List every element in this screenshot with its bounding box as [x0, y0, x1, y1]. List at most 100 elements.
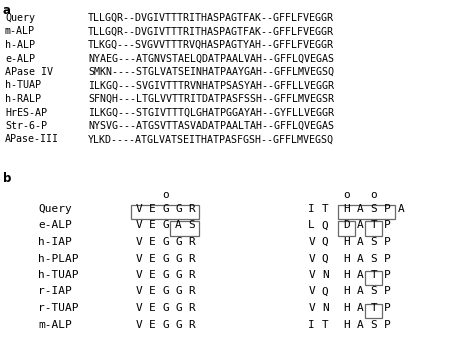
Text: V: V — [136, 303, 143, 313]
Text: G: G — [162, 303, 169, 313]
Text: YLKD----ATGLVATSEITHATPASFGSH--GFFLMVEGSQ: YLKD----ATGLVATSEITHATPASFGSH--GFFLMVEGS… — [88, 135, 334, 144]
Text: H: H — [343, 204, 350, 214]
Text: E: E — [149, 253, 156, 263]
Text: P: P — [384, 320, 391, 329]
Text: P: P — [384, 220, 391, 230]
Text: TLLGQR--DVGIVTTTRITHASPAGTFAK--GFFLFVEGGR: TLLGQR--DVGIVTTTRITHASPAGTFAK--GFFLFVEGG… — [88, 27, 334, 37]
Text: S: S — [370, 204, 377, 214]
Text: o: o — [162, 190, 169, 200]
Text: L: L — [309, 220, 315, 230]
Text: h-IAP: h-IAP — [38, 237, 72, 247]
Text: R: R — [188, 253, 195, 263]
Text: G: G — [175, 270, 182, 280]
Text: S: S — [370, 320, 377, 329]
Text: G: G — [175, 237, 182, 247]
Text: V: V — [136, 270, 143, 280]
Text: A: A — [175, 220, 182, 230]
Text: P: P — [384, 204, 391, 214]
Text: Q: Q — [322, 253, 328, 263]
Text: APase IV: APase IV — [5, 67, 53, 77]
Text: P: P — [384, 270, 391, 280]
Text: A: A — [357, 253, 364, 263]
Text: o: o — [343, 190, 350, 200]
Text: S: S — [370, 286, 377, 296]
Text: V: V — [309, 270, 315, 280]
Text: V: V — [136, 253, 143, 263]
Bar — [365, 221, 382, 235]
Text: TLKGQ---SVGVVTTTRVQHASPAGTYAH--GFFLFVEGGR: TLKGQ---SVGVVTTTRVQHASPAGTYAH--GFFLFVEGG… — [88, 40, 334, 50]
Text: E: E — [149, 303, 156, 313]
Text: m-ALP: m-ALP — [38, 320, 72, 329]
Text: V: V — [309, 303, 315, 313]
Text: A: A — [357, 303, 364, 313]
Text: R: R — [188, 270, 195, 280]
Text: T: T — [370, 270, 377, 280]
Text: NYAEG---ATGNVSTAELQDATPAALVAH--GFFLQVEGAS: NYAEG---ATGNVSTAELQDATPAALVAH--GFFLQVEGA… — [88, 54, 334, 64]
Text: A: A — [357, 286, 364, 296]
Text: r-TUAP: r-TUAP — [38, 303, 79, 313]
Text: V: V — [309, 253, 315, 263]
Text: R: R — [188, 237, 195, 247]
Text: Q: Q — [322, 237, 328, 247]
Text: H: H — [343, 303, 350, 313]
Text: Q: Q — [322, 286, 328, 296]
Text: G: G — [162, 220, 169, 230]
Text: R: R — [188, 204, 195, 214]
Text: G: G — [175, 286, 182, 296]
Text: H: H — [343, 320, 350, 329]
Text: A: A — [357, 270, 364, 280]
Text: m-ALP: m-ALP — [5, 27, 35, 37]
Text: h-TUAP: h-TUAP — [38, 270, 79, 280]
Text: P: P — [384, 286, 391, 296]
Text: ILKGQ---SVGIVTTTRVNHATPSASYAH--GFFLLVEGGR: ILKGQ---SVGIVTTTRVNHATPSASYAH--GFFLLVEGG… — [88, 81, 334, 91]
Text: V: V — [136, 320, 143, 329]
Text: E: E — [149, 270, 156, 280]
Bar — [365, 271, 382, 285]
Text: V: V — [309, 286, 315, 296]
Text: N: N — [322, 303, 328, 313]
Text: T: T — [370, 220, 377, 230]
Text: h-RALP: h-RALP — [5, 94, 41, 104]
Text: V: V — [136, 220, 143, 230]
Text: e-ALP: e-ALP — [38, 220, 72, 230]
Bar — [171, 221, 200, 235]
Text: r-IAP: r-IAP — [38, 286, 72, 296]
Text: SFNQH---LTGLVVTTRITDATPASFSSH--GFFLMVEGSR: SFNQH---LTGLVVTTRITDATPASFSSH--GFFLMVEGS… — [88, 94, 334, 104]
Bar — [131, 204, 200, 219]
Text: S: S — [370, 253, 377, 263]
Text: e-ALP: e-ALP — [5, 54, 35, 64]
Text: H: H — [343, 253, 350, 263]
Text: G: G — [162, 286, 169, 296]
Text: TLLGQR--DVGIVTTTRITHASPAGTFAK--GFFLFVEGGR: TLLGQR--DVGIVTTTRITHASPAGTFAK--GFFLFVEGG… — [88, 13, 334, 23]
Text: R: R — [188, 303, 195, 313]
Text: T: T — [370, 303, 377, 313]
Text: A: A — [357, 320, 364, 329]
Text: P: P — [384, 237, 391, 247]
Text: E: E — [149, 204, 156, 214]
Text: G: G — [175, 204, 182, 214]
Text: Query: Query — [38, 204, 72, 214]
Text: H: H — [343, 270, 350, 280]
Text: G: G — [175, 320, 182, 329]
Text: SMKN----STGLVATSEINHATPAAYGAH--GFFLMVEGSQ: SMKN----STGLVATSEINHATPAAYGAH--GFFLMVEGS… — [88, 67, 334, 77]
Text: V: V — [136, 237, 143, 247]
Text: ILKGQ---STGIVTTTQLGHATPGGAYAH--GYFLLVEGGR: ILKGQ---STGIVTTTQLGHATPGGAYAH--GYFLLVEGG… — [88, 108, 334, 118]
Text: G: G — [175, 303, 182, 313]
Text: A: A — [357, 237, 364, 247]
Text: T: T — [322, 204, 328, 214]
Text: V: V — [136, 286, 143, 296]
Text: S: S — [188, 220, 195, 230]
Text: I: I — [309, 204, 315, 214]
Text: E: E — [149, 237, 156, 247]
Text: V: V — [309, 237, 315, 247]
Text: A: A — [397, 204, 404, 214]
Text: h-ALP: h-ALP — [5, 40, 35, 50]
Text: P: P — [384, 303, 391, 313]
Text: a: a — [3, 4, 11, 17]
Text: G: G — [175, 253, 182, 263]
Text: Q: Q — [322, 220, 328, 230]
Text: D: D — [343, 220, 350, 230]
Text: Query: Query — [5, 13, 35, 23]
Text: V: V — [136, 204, 143, 214]
Text: b: b — [3, 172, 11, 185]
